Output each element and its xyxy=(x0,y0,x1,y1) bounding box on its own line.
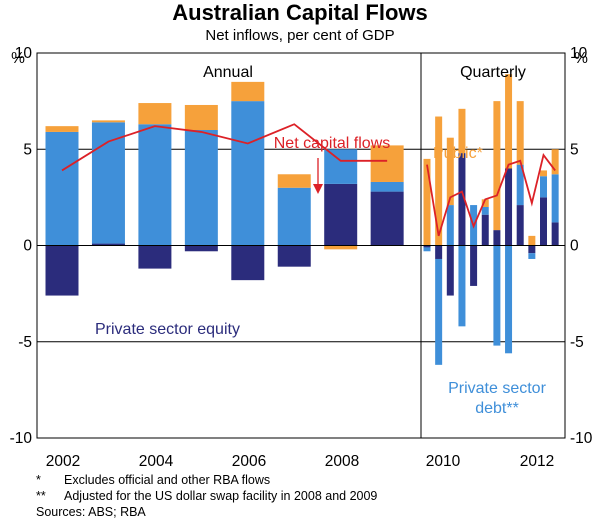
footnote-1-text: Excludes official and other RBA flows xyxy=(64,473,271,487)
debt-label-line1: Private sector xyxy=(448,380,546,397)
quarterly-2012Q1-public-bar xyxy=(528,235,536,246)
net-flows-label: Net capital flows xyxy=(274,135,391,152)
footnote-2-mark: ** xyxy=(36,489,46,503)
quarterly-2011Q2-debt-bar xyxy=(493,245,501,346)
quarterly-2010Q2-equity-bar xyxy=(446,245,454,296)
y-unit-left: % xyxy=(11,50,25,67)
annual-2002-debt-bar xyxy=(45,131,79,246)
footnote-2-text: Adjusted for the US dollar swap facility… xyxy=(64,489,378,503)
public-label: Public* xyxy=(433,145,483,162)
y-tick-right: 5 xyxy=(570,141,579,158)
footnote-1: * Excludes official and other RBA flows xyxy=(36,472,377,488)
net-flows-line-quarterly xyxy=(426,152,556,237)
quarterly-2009Q4-equity-bar xyxy=(423,245,431,248)
net-flows-line-annual xyxy=(61,123,388,172)
annual-2009-debt-bar xyxy=(370,181,404,192)
annual-2009-equity-bar xyxy=(370,191,404,246)
quarterly-2010Q1-debt-bar xyxy=(435,258,443,365)
quarterly-2010Q1-equity-bar xyxy=(435,245,443,259)
annual-2004-public-bar xyxy=(138,103,172,125)
x-tick-label: 2008 xyxy=(325,453,359,470)
panel-label-quarterly: Quarterly xyxy=(460,64,526,81)
x-tick-label: 2004 xyxy=(139,453,174,470)
footnotes: * Excludes official and other RBA flows *… xyxy=(36,472,377,520)
annual-2008-public-bar xyxy=(324,245,358,250)
net-flows-arrowhead xyxy=(313,184,323,194)
annual-2002-equity-bar xyxy=(45,245,79,296)
annual-2008-debt-bar xyxy=(324,149,358,184)
annual-2007-public-bar xyxy=(277,174,311,188)
annual-2006-equity-bar xyxy=(231,245,265,281)
annual-2006-public-bar xyxy=(231,81,265,102)
x-tick-label: 2002 xyxy=(46,453,80,470)
annual-2003-debt-bar xyxy=(91,122,125,244)
annual-2005-equity-bar xyxy=(184,245,218,252)
y-tick-left: 0 xyxy=(23,238,32,255)
quarterly-2012Q3-public-bar xyxy=(551,149,559,175)
y-tick-right: 10 xyxy=(570,45,588,62)
quarterly-2012Q2-equity-bar xyxy=(540,197,547,246)
annual-2007-debt-bar xyxy=(277,187,311,246)
quarterly-2011Q3-public-bar xyxy=(505,74,513,169)
y-tick-right: -10 xyxy=(570,430,593,447)
quarterly-2011Q4-equity-bar xyxy=(516,205,524,246)
quarterly-2011Q4-debt-bar xyxy=(516,164,524,206)
footnote-1-mark: * xyxy=(36,473,41,487)
equity-label: Private sector equity xyxy=(95,321,240,338)
panel-label-annual: Annual xyxy=(203,64,253,81)
quarterly-2010Q4-equity-bar xyxy=(470,245,478,286)
x-tick-label: 2012 xyxy=(520,453,554,470)
quarterly-2010Q3-debt-bar xyxy=(458,245,466,327)
quarterly-2009Q4-public-bar xyxy=(423,158,431,246)
quarterly-2012Q2-debt-bar xyxy=(540,176,547,198)
annual-2002-public-bar xyxy=(45,126,79,132)
chart-subtitle: Net inflows, per cent of GDP xyxy=(205,27,394,44)
quarterly-2010Q3-public-bar xyxy=(458,108,466,154)
annual-2008-equity-bar xyxy=(324,183,358,246)
y-tick-right: -5 xyxy=(570,334,584,351)
debt-label-line2: debt** xyxy=(475,400,519,417)
quarterly-2012Q3-debt-bar xyxy=(551,174,559,223)
quarterly-2011Q1-equity-bar xyxy=(481,214,489,246)
quarterly-2012Q1-equity-bar xyxy=(528,245,536,254)
quarterly-2012Q1-debt-bar xyxy=(528,253,536,259)
quarterly-2011Q4-public-bar xyxy=(516,101,524,165)
annual-2009-public-bar xyxy=(370,145,404,182)
chart-title: Australian Capital Flows xyxy=(172,0,428,25)
quarterly-2011Q2-equity-bar xyxy=(493,230,501,246)
quarterly-2011Q3-equity-bar xyxy=(505,168,513,246)
annual-2006-debt-bar xyxy=(231,101,265,246)
annual-2003-equity-bar xyxy=(91,243,125,246)
quarterly-2011Q2-public-bar xyxy=(493,101,501,231)
x-tick-label: 2010 xyxy=(426,453,461,470)
x-tick-label: 2006 xyxy=(232,453,266,470)
quarterly-2010Q2-debt-bar xyxy=(446,205,454,246)
annual-2005-public-bar xyxy=(184,104,218,130)
quarterly-2010Q1-public-bar xyxy=(435,116,443,246)
quarterly-2010Q2-public-bar xyxy=(446,137,454,206)
quarterly-2011Q1-public-bar xyxy=(481,199,489,207)
plot-frame xyxy=(36,52,566,439)
y-tick-left: 10 xyxy=(15,45,33,62)
sources: Sources: ABS; RBA xyxy=(36,505,146,519)
y-unit-right: % xyxy=(574,50,588,67)
quarterly-2011Q3-debt-bar xyxy=(505,245,513,354)
annual-2007-equity-bar xyxy=(277,245,311,267)
y-tick-left: -5 xyxy=(18,334,32,351)
annual-2004-debt-bar xyxy=(138,124,172,246)
annual-2003-public-bar xyxy=(91,120,125,123)
quarterly-2012Q2-public-bar xyxy=(540,170,547,177)
quarterly-2011Q1-debt-bar xyxy=(481,207,489,215)
quarterly-2012Q3-equity-bar xyxy=(551,222,559,246)
y-tick-right: 0 xyxy=(570,238,579,255)
annual-2005-debt-bar xyxy=(184,130,218,246)
quarterly-2010Q3-equity-bar xyxy=(458,153,466,246)
footnote-2: ** Adjusted for the US dollar swap facili… xyxy=(36,488,377,504)
annual-2004-equity-bar xyxy=(138,245,172,269)
quarterly-2009Q4-debt-bar xyxy=(423,247,431,252)
y-tick-left: 5 xyxy=(23,141,32,158)
y-tick-left: -10 xyxy=(10,430,33,447)
